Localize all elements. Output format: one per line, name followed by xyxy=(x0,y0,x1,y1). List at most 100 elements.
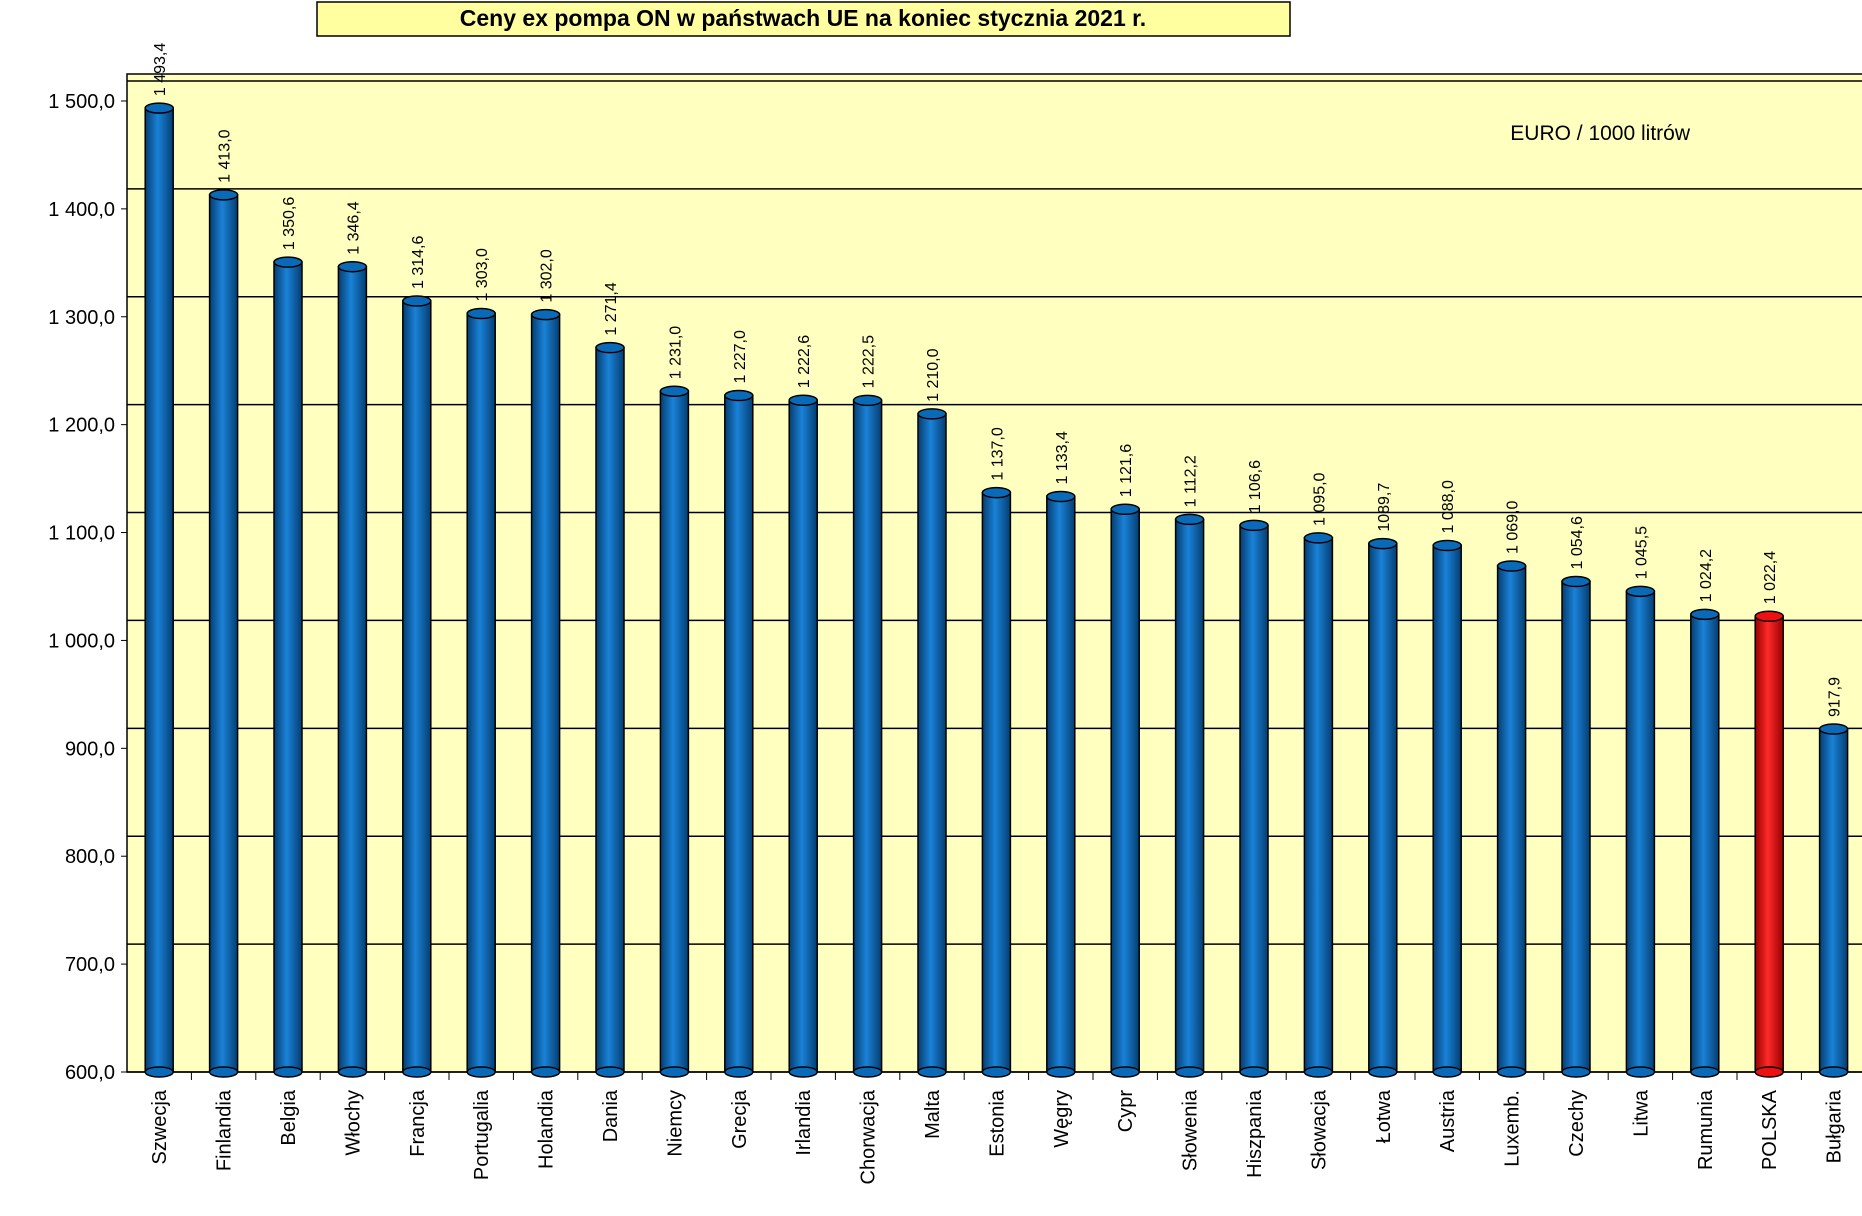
x-tick-label: Francja xyxy=(407,1089,429,1157)
bar-base xyxy=(1046,1066,1076,1078)
value-label: 917,9 xyxy=(1827,677,1844,717)
bar-base xyxy=(917,1066,947,1078)
bar-cap xyxy=(852,394,883,407)
y-tick-label: 1 300,0 xyxy=(48,307,115,329)
bar xyxy=(530,313,561,1073)
bar xyxy=(144,107,174,1073)
bar-cap xyxy=(1110,503,1140,515)
bar xyxy=(1690,613,1720,1073)
bar-base xyxy=(402,1066,432,1078)
value-label: 1 045,5 xyxy=(1633,526,1650,579)
bar xyxy=(1110,508,1140,1073)
bar xyxy=(1754,615,1784,1073)
bar-cap xyxy=(595,341,625,354)
bar xyxy=(273,261,303,1073)
x-tick-label: Portugalia xyxy=(471,1089,493,1180)
value-label: 1 210,0 xyxy=(925,348,942,401)
value-label: 1 346,4 xyxy=(345,201,362,254)
x-tick-label: Czechy xyxy=(1566,1090,1588,1157)
y-tick-label: 800,0 xyxy=(65,846,115,868)
bar-cap xyxy=(1496,560,1527,572)
bar xyxy=(1496,565,1527,1073)
bar-cap xyxy=(659,385,690,397)
bar-base xyxy=(659,1066,690,1078)
x-tick-label: Słowenia xyxy=(1180,1089,1202,1171)
bar xyxy=(981,491,1012,1073)
bar xyxy=(917,413,947,1073)
bar-cap xyxy=(1174,513,1205,526)
y-tick-label: 1 000,0 xyxy=(48,630,115,652)
bar-base xyxy=(1496,1066,1527,1078)
annotation: EURO / 1000 litrów xyxy=(1510,122,1691,145)
bar xyxy=(337,265,368,1073)
bar-base xyxy=(273,1066,303,1078)
bar-base xyxy=(1368,1066,1398,1078)
bar xyxy=(852,399,883,1073)
bar-cap xyxy=(1046,490,1076,503)
bar-cap xyxy=(530,308,561,321)
bar-base xyxy=(1303,1066,1334,1078)
value-label: 1 231,0 xyxy=(667,326,684,379)
bar-base xyxy=(1818,1066,1849,1078)
value-label: 1 350,6 xyxy=(281,197,298,250)
bar-base xyxy=(208,1066,239,1078)
bar-base xyxy=(981,1066,1012,1078)
bar-base xyxy=(1174,1066,1205,1078)
bar xyxy=(595,346,625,1073)
bar-base xyxy=(466,1066,496,1078)
bar-cap xyxy=(1690,608,1720,621)
bar-base xyxy=(144,1066,174,1078)
bar-base xyxy=(1754,1066,1784,1078)
bar xyxy=(402,300,432,1073)
bar-base xyxy=(1561,1066,1591,1078)
x-tick-label: Irlandia xyxy=(793,1089,815,1155)
bar xyxy=(1625,590,1656,1073)
x-tick-label: Grecja xyxy=(729,1089,751,1149)
bar xyxy=(1239,524,1269,1073)
bar-cap xyxy=(144,102,174,114)
x-tick-label: Węgry xyxy=(1051,1090,1073,1148)
bar-base xyxy=(530,1066,561,1078)
bar-cap xyxy=(981,486,1012,499)
value-label: 1 112,2 xyxy=(1183,455,1200,507)
x-tick-label: Estonia xyxy=(986,1089,1008,1157)
x-tick-label: Hiszpania xyxy=(1244,1089,1266,1178)
x-tick-label: Luxemb. xyxy=(1502,1090,1524,1167)
bar-cap xyxy=(1368,537,1398,550)
y-tick-label: 700,0 xyxy=(65,954,115,976)
value-label: 1 413,0 xyxy=(217,129,234,182)
x-tick-label: Włochy xyxy=(342,1090,364,1156)
bar-cap xyxy=(1303,532,1334,544)
bar-cap xyxy=(1561,575,1591,588)
bar-cap xyxy=(1754,610,1784,623)
value-label: 1 222,5 xyxy=(861,335,878,388)
bar-cap xyxy=(788,394,818,407)
bar-base xyxy=(724,1066,754,1078)
value-label: 1 024,2 xyxy=(1698,549,1715,602)
bar-base xyxy=(595,1066,625,1078)
x-tick-label: Niemcy xyxy=(664,1090,686,1157)
bar-cap xyxy=(724,389,754,402)
bar-cap xyxy=(917,408,947,420)
value-label: 1 121,6 xyxy=(1118,444,1135,497)
bar xyxy=(1368,542,1398,1073)
x-tick-label: POLSKA xyxy=(1759,1089,1781,1170)
x-tick-label: Bułgaria xyxy=(1824,1089,1846,1163)
value-label: 1 493,4 xyxy=(152,43,169,96)
y-tick-label: 600,0 xyxy=(65,1062,115,1084)
bar-cap xyxy=(402,295,432,307)
bar-cap xyxy=(1239,519,1269,532)
bar-base xyxy=(788,1066,818,1078)
bar xyxy=(208,194,239,1073)
y-tick-label: 1 500,0 xyxy=(48,91,115,113)
value-label: 1 133,4 xyxy=(1054,431,1071,484)
value-label: 1 054,6 xyxy=(1569,516,1586,569)
bar-cap xyxy=(1432,539,1462,552)
bar-cap xyxy=(273,256,303,268)
value-label: 1 088,0 xyxy=(1440,480,1457,533)
x-tick-label: Słowacja xyxy=(1308,1089,1330,1170)
bar-cap xyxy=(208,189,239,201)
y-tick-label: 900,0 xyxy=(65,738,115,760)
value-label: 1 222,6 xyxy=(796,335,813,388)
bar-base xyxy=(1432,1066,1462,1078)
